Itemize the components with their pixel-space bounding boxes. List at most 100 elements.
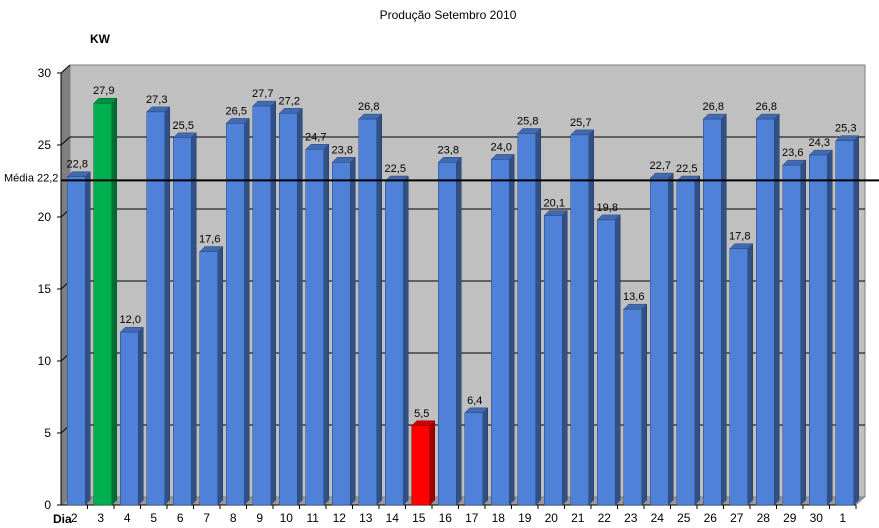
bar — [67, 176, 86, 506]
bar — [252, 105, 271, 506]
data-label: 27,9 — [93, 85, 114, 97]
y-tick-label: 25 — [38, 138, 52, 152]
y-tick-label: 0 — [44, 498, 51, 512]
x-tick-label: 6 — [177, 511, 184, 525]
bar-side — [774, 113, 780, 506]
bar — [782, 164, 801, 506]
x-tick-label: 2 — [71, 511, 78, 525]
bar-side — [721, 113, 727, 506]
bar-side — [429, 420, 435, 506]
bar — [491, 159, 510, 506]
data-label: 26,8 — [756, 101, 777, 113]
bar — [597, 219, 616, 506]
data-label: 27,7 — [252, 88, 273, 100]
data-label: 22,8 — [67, 159, 88, 171]
x-tick-label: 27 — [730, 511, 744, 525]
bar-side — [111, 97, 117, 506]
x-tick-label: 14 — [386, 511, 400, 525]
data-label: 22,7 — [650, 160, 671, 172]
x-tick-label: 12 — [333, 511, 347, 525]
data-label: 17,6 — [199, 234, 220, 246]
data-label: 22,5 — [676, 163, 697, 175]
bar-side — [641, 303, 647, 506]
x-tick-label: 3 — [97, 511, 104, 525]
bar-side — [191, 132, 197, 506]
data-label: 19,8 — [597, 202, 618, 214]
data-label: 20,1 — [544, 198, 565, 210]
chart-title: Produção Setembro 2010 — [380, 8, 517, 22]
bar — [199, 251, 218, 506]
x-tick-label: 19 — [518, 511, 532, 525]
plot-area: 0 5 10 15 20 25 30 22,8 2 27,9 3 12,0 4 27,3 5 25,5 6 17,… — [4, 64, 879, 525]
bar-side — [853, 135, 859, 506]
bar — [120, 331, 139, 506]
x-tick-label: 18 — [492, 511, 506, 525]
bar — [809, 154, 828, 506]
y-tick-label: 10 — [38, 354, 52, 368]
bar — [305, 149, 324, 506]
x-tick-label: 7 — [203, 511, 210, 525]
bar — [358, 118, 377, 506]
data-label: 5,5 — [414, 408, 429, 420]
y-tick-label: 5 — [44, 426, 51, 440]
bar — [676, 180, 695, 506]
bar-side — [138, 326, 144, 506]
data-label: 27,2 — [279, 95, 300, 107]
data-label: 25,3 — [835, 123, 856, 135]
bar-side — [85, 171, 91, 506]
bar-side — [827, 149, 833, 506]
data-label: 26,5 — [226, 105, 247, 117]
x-tick-label: 17 — [465, 511, 479, 525]
x-tick-label: 20 — [545, 511, 559, 525]
data-label: 26,8 — [703, 101, 724, 113]
bar — [517, 133, 536, 506]
bar-side — [562, 209, 568, 506]
data-label: 27,3 — [146, 94, 167, 106]
bar-side — [217, 245, 223, 506]
x-tick-label: 28 — [757, 511, 771, 525]
data-label: 25,7 — [570, 117, 591, 129]
bar-side — [694, 175, 700, 506]
bar-side — [668, 172, 674, 506]
bar-side — [747, 243, 753, 506]
y-axis-unit: KW — [90, 32, 111, 46]
x-tick-label: 24 — [651, 511, 665, 525]
bar-side — [482, 407, 488, 506]
bar-side — [323, 143, 329, 506]
x-tick-label: 1 — [839, 511, 846, 525]
bar-side — [509, 153, 515, 506]
bar — [226, 123, 245, 506]
bar — [570, 134, 589, 506]
bar — [385, 180, 404, 506]
x-tick-label: 22 — [598, 511, 612, 525]
bar — [623, 308, 642, 506]
bar — [544, 215, 563, 506]
data-label: 23,8 — [332, 144, 353, 156]
bar — [279, 113, 298, 506]
y-tick-label: 15 — [38, 282, 52, 296]
gridline-depth — [60, 136, 71, 146]
bar — [703, 118, 722, 506]
bar-side — [403, 175, 409, 506]
bar — [93, 102, 112, 506]
x-tick-label: 9 — [256, 511, 263, 525]
bar — [438, 162, 457, 506]
bar — [650, 177, 669, 506]
bar — [835, 140, 854, 506]
bar-side — [350, 156, 356, 506]
data-label: 25,8 — [517, 115, 538, 127]
x-tick-label: 10 — [280, 511, 294, 525]
bar-side — [456, 156, 462, 506]
bar — [729, 248, 748, 506]
x-tick-label: 23 — [624, 511, 638, 525]
y-tick-label: 20 — [38, 210, 52, 224]
x-tick-label: 8 — [230, 511, 237, 525]
x-tick-label: 26 — [704, 511, 718, 525]
bar-side — [615, 214, 621, 506]
data-label: 24,7 — [305, 131, 326, 143]
bar — [411, 425, 430, 506]
x-tick-label: 11 — [307, 511, 320, 525]
data-label: 22,5 — [385, 163, 406, 175]
data-label: 23,8 — [438, 144, 459, 156]
x-tick-label: 21 — [571, 511, 585, 525]
